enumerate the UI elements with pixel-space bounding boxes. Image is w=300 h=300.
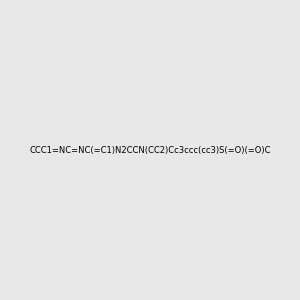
- Text: CCC1=NC=NC(=C1)N2CCN(CC2)Cc3ccc(cc3)S(=O)(=O)C: CCC1=NC=NC(=C1)N2CCN(CC2)Cc3ccc(cc3)S(=O…: [29, 146, 271, 154]
